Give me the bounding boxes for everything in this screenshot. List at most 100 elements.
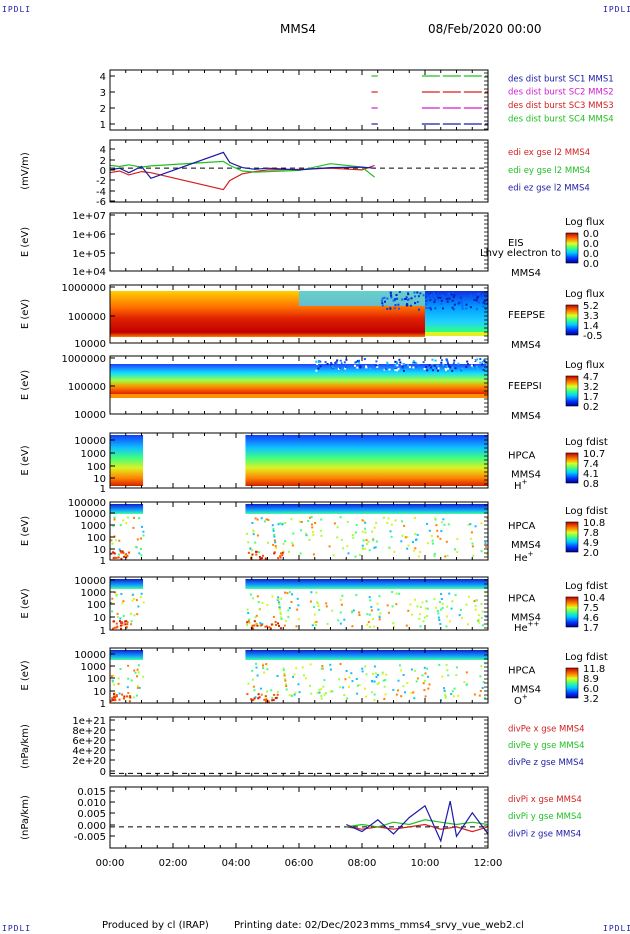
- heatmap-pixel: [117, 682, 120, 685]
- y-axis-label: E (eV): [20, 299, 31, 329]
- heatmap-pixel: [372, 672, 374, 675]
- heatmap-pixel: [133, 614, 136, 617]
- heatmap-pixel: [436, 529, 439, 532]
- heatmap-pixel: [442, 307, 444, 310]
- heatmap-pixel: [251, 678, 254, 681]
- colorbar-value: 1.7: [583, 623, 599, 634]
- heatmap-pixel: [310, 591, 313, 594]
- panel-content: [110, 151, 488, 191]
- heatmap-pixel: [327, 358, 330, 361]
- spectrogram-fill: [110, 435, 144, 486]
- heatmap-pixel: [112, 551, 115, 554]
- y-axis-label: E (eV): [20, 445, 31, 475]
- heatmap-pixel: [256, 624, 259, 627]
- heatmap-pixel: [437, 296, 440, 299]
- heatmap-pixel: [110, 552, 113, 555]
- corner-tag-top-right: IPDLI: [603, 5, 630, 14]
- heatmap-pixel: [259, 557, 262, 560]
- heatmap-pixel: [277, 601, 280, 604]
- heatmap-pixel: [321, 665, 324, 668]
- heatmap-pixel: [276, 675, 279, 677]
- legend-entry: divPi z gse MMS4: [508, 830, 581, 840]
- heatmap-pixel: [446, 300, 449, 303]
- colorbar: [565, 452, 579, 484]
- legend-entry: divPe y gse MMS4: [508, 741, 585, 751]
- heatmap-pixel: [446, 365, 449, 367]
- heatmap-pixel: [278, 608, 281, 610]
- heatmap-pixel: [111, 597, 114, 600]
- heatmap-pixel: [373, 665, 376, 668]
- heatmap-pixel: [434, 359, 437, 362]
- heatmap-pixel: [330, 363, 333, 366]
- heatmap-pixel: [375, 360, 378, 363]
- heatmap-pixel: [260, 517, 263, 520]
- heatmap-pixel: [432, 369, 434, 372]
- heatmap-pixel: [263, 698, 266, 701]
- heatmap-pixel: [129, 695, 132, 697]
- heatmap-pixel: [325, 602, 328, 605]
- legend-entry: edi ex gse l2 MMS4: [508, 148, 590, 158]
- heatmap-pixel: [330, 362, 333, 365]
- heatmap-pixel: [288, 591, 291, 594]
- heatmap-pixel: [113, 535, 116, 538]
- heatmap-pixel: [266, 668, 269, 671]
- heatmap-pixel: [378, 616, 381, 619]
- heatmap-pixel: [386, 604, 389, 607]
- heatmap-pixel: [373, 526, 376, 529]
- heatmap-pixel: [332, 369, 335, 372]
- heatmap-pixel: [118, 698, 121, 701]
- heatmap-pixel: [339, 516, 342, 519]
- heatmap-pixel: [273, 552, 276, 555]
- heatmap-pixel: [384, 693, 387, 696]
- heatmap-pixel: [443, 689, 446, 692]
- heatmap-pixel: [373, 625, 376, 628]
- heatmap-pixel: [351, 625, 354, 628]
- heatmap-pixel: [387, 611, 390, 614]
- heatmap-pixel: [378, 595, 381, 598]
- heatmap-pixel: [262, 664, 264, 667]
- heatmap-pixel: [247, 551, 250, 554]
- heatmap-pixel: [386, 362, 389, 365]
- y-tick-label: 10000: [74, 436, 106, 447]
- heatmap-pixel: [384, 300, 386, 303]
- heatmap-pixel: [398, 592, 401, 595]
- heatmap-pixel: [320, 518, 323, 521]
- heatmap-pixel: [283, 672, 286, 675]
- heatmap-pixel: [383, 368, 386, 371]
- heatmap-pixel: [390, 535, 393, 538]
- heatmap-pixel: [393, 307, 396, 310]
- y-tick-label: 0.010: [77, 798, 106, 809]
- heatmap-pixel: [395, 603, 398, 606]
- heatmap-pixel: [423, 689, 426, 692]
- heatmap-pixel: [422, 294, 425, 297]
- heatmap-pixel: [114, 539, 117, 542]
- heatmap-pixel: [447, 292, 450, 295]
- heatmap-pixel: [465, 365, 468, 368]
- heatmap-pixel: [261, 602, 264, 604]
- heatmap-pixel: [111, 610, 114, 613]
- heatmap-pixel: [416, 301, 419, 303]
- heatmap-pixel: [389, 307, 392, 310]
- heatmap-pixel: [478, 694, 481, 697]
- heatmap-pixel: [373, 359, 376, 362]
- heatmap-pixel: [262, 554, 264, 557]
- heatmap-pixel: [375, 521, 378, 524]
- heatmap-pixel: [475, 299, 478, 302]
- panel-frame: [109, 786, 489, 849]
- heatmap-pixel: [263, 520, 266, 523]
- heatmap-pixel: [444, 694, 447, 697]
- heatmap-pixel: [394, 360, 397, 363]
- colorbar-value: 6.0: [583, 684, 599, 695]
- heatmap-pixel: [264, 625, 267, 628]
- heatmap-pixel: [342, 686, 345, 689]
- heatmap-pixel: [320, 667, 323, 670]
- heatmap-pixel: [134, 545, 137, 548]
- heatmap-pixel: [112, 674, 115, 677]
- heatmap-pixel: [466, 623, 469, 626]
- colorbar-value: 7.5: [583, 603, 599, 614]
- y-tick-label: 1000: [81, 588, 106, 599]
- heatmap-pixel: [319, 365, 322, 368]
- heatmap-pixel: [469, 294, 472, 297]
- heatmap-pixel: [425, 307, 428, 310]
- heatmap-pixel: [364, 687, 366, 690]
